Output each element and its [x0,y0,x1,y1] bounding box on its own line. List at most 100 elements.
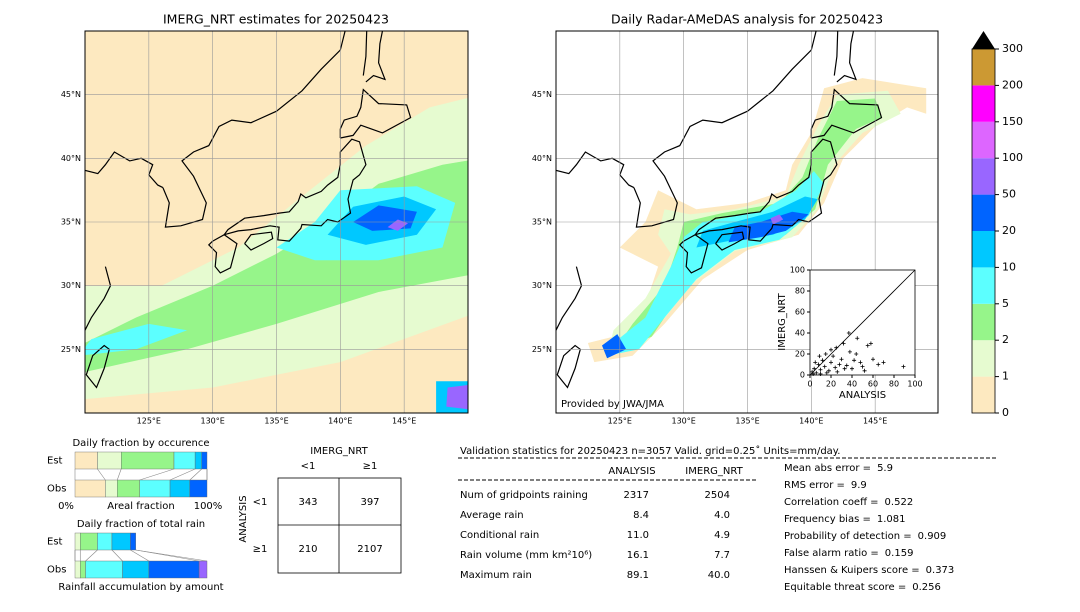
x-tick-label: 40 [847,380,857,389]
table-cell: 343 [298,497,317,508]
column-header: IMERG_NRT [685,466,743,477]
lat-label: 45°N [532,90,552,99]
scatter-point [813,360,818,365]
scatter-point [818,367,823,372]
scatter-point [881,360,886,365]
fraction-segment [198,560,208,579]
table-cell: 2107 [357,544,382,555]
axis-label: Rainfall accumulation by amount [58,582,223,593]
lon-label: 130°E [201,417,225,426]
colorbar-bin [972,231,995,268]
score-name: Correlation coeff = [784,497,879,508]
column-label: ≥1 [363,461,378,472]
connector [169,468,196,481]
panel-title: Daily fraction of total rain [77,519,205,530]
coastline [556,151,635,189]
colorbar-label: 50 [1002,188,1016,201]
connector [139,468,175,481]
colorbar-label: 100 [1002,151,1023,164]
scatter-point [876,362,881,367]
scatter-point [814,370,819,375]
colorbar-label: 200 [1002,78,1023,91]
row-label: ≥1 [253,544,268,555]
connector [135,549,208,562]
connector [189,468,202,481]
lon-label: 140°E [799,417,823,426]
lat-label: 25°N [532,345,552,354]
score-value: 0.159 [885,548,914,559]
scatter-point [822,364,827,369]
stat-value: 4.9 [714,530,730,541]
scatter-point [858,360,863,365]
lat-label: 30°N [532,281,552,290]
scatter-point [855,336,860,341]
table-cell: 210 [298,544,317,555]
scatter-point [816,362,821,367]
score-value: 1.081 [877,514,906,525]
score: RMS error = 9.9 [784,480,867,491]
panel-title: Daily fraction by occurence [72,438,209,449]
column-label: <1 [301,461,316,472]
score: False alarm ratio = 0.159 [784,548,913,559]
coastline [85,151,164,189]
scatter-point [833,365,838,370]
score-value: 0.522 [885,497,914,508]
scatter-point [831,354,836,359]
lon-label: 135°E [735,417,759,426]
scatter-point [871,357,875,362]
colorbar-label: 0 [1002,406,1009,419]
stat-name: Conditional rain [460,530,539,541]
axis-end: 100% [194,501,223,512]
stat-value: 40.0 [708,570,730,581]
fraction-segment [148,560,200,579]
left-map [85,31,468,413]
lat-label: 40°N [61,154,81,163]
score-value: 9.9 [851,480,867,491]
coastline [810,88,883,139]
coastline [633,31,817,228]
score: Probability of detection = 0.909 [784,531,946,542]
connector [130,549,150,562]
scatter-point [854,352,859,356]
scatter-point [823,352,828,356]
score-name: Probability of detection = [784,531,912,542]
scatter-point [824,370,829,375]
map-frame [555,30,939,414]
colorbar-label: 10 [1002,260,1016,273]
lon-label: 125°E [608,417,632,426]
scatter-point [846,331,851,335]
coastline [85,266,112,332]
scatter-point [810,369,815,374]
y-tick-label: 20 [795,350,805,359]
row-label: Est [47,456,63,467]
y-tick-label: 80 [795,287,805,296]
stat-value: 89.1 [627,570,649,581]
lat-label: 35°N [61,218,81,227]
fraction-segment [80,560,86,579]
score-value: 0.909 [918,531,947,542]
lon-label: 140°E [328,417,352,426]
lat-label: 45°N [61,90,81,99]
map-frame [84,30,469,414]
lon-label: 135°E [264,417,288,426]
coastline [223,138,367,242]
score-name: Equitable threat score = [784,582,906,593]
coastline [556,344,581,389]
scatter-point [860,364,865,369]
colorbar-label: 1 [1002,370,1009,383]
colorbar-bin [972,49,995,86]
fraction-segment [111,532,131,551]
rain-area [728,211,809,243]
scatter-point [812,366,817,371]
fraction-segment [120,451,175,470]
connector [116,468,122,481]
scatter-point [865,343,870,348]
scatter-point [829,360,833,365]
score-value: 0.373 [926,565,955,576]
y-tick-label: 0 [800,371,805,380]
stat-value: 16.1 [627,550,649,561]
row-label: Est [47,537,63,548]
scatter-point [826,368,831,373]
scatter-point [835,369,840,374]
fraction-segment [97,451,122,470]
